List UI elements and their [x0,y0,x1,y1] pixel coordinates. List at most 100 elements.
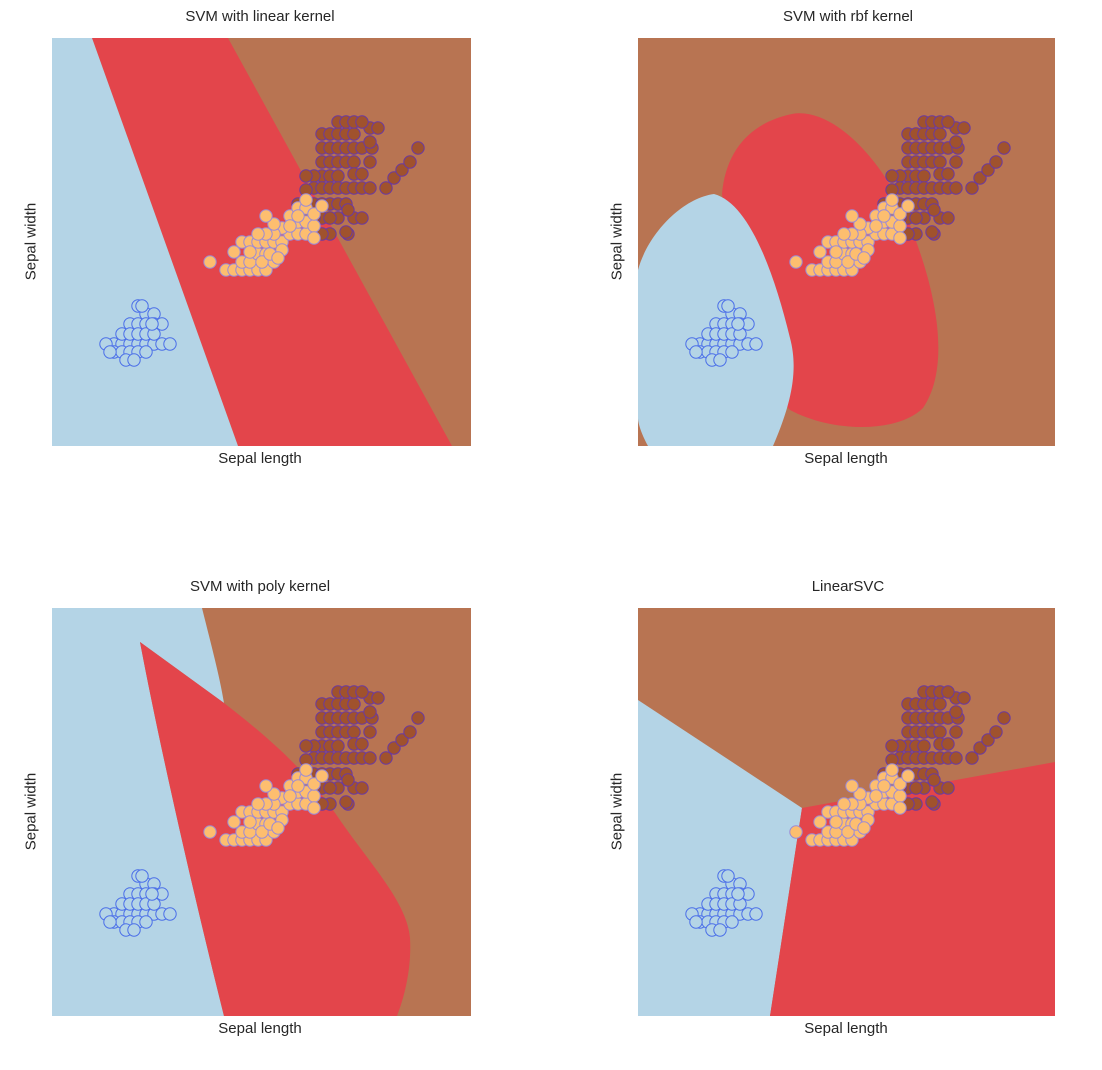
scatter-point-class1 [227,815,241,829]
scatter-point-class2 [331,169,345,183]
scatter-point-class0 [713,353,727,367]
scatter-point-class0 [163,337,177,351]
scatter-point-class1 [869,789,883,803]
scatter-point-class1 [251,227,265,241]
scatter-point-class2 [973,741,987,755]
scatter-point-class2 [925,225,939,239]
scatter-point-class2 [927,203,941,217]
scatter-point-class1 [255,255,269,269]
x-axis-label: Sepal length [218,450,302,467]
scatter-point-class1 [259,209,273,223]
scatter-point-class1 [841,825,855,839]
scatter-point-class2 [323,781,337,795]
scatter-point-class1 [857,251,871,265]
scatter-point-class1 [893,801,907,815]
scatter-point-class2 [347,127,361,141]
scatter-point-class2 [403,155,417,169]
scatter-point-class1 [829,815,843,829]
scatter-point-class0 [145,887,159,901]
chart-title: LinearSVC [811,578,885,595]
scatter-point-class1 [789,255,803,269]
scatter-point-class2 [341,203,355,217]
scatter-point-class1 [259,779,273,793]
chart-panel-rbf: SVM with rbf kernel Sepal length Sepal w… [586,0,1102,500]
scatter-point-class1 [291,209,305,223]
scatter-point-class2 [371,691,385,705]
scatter-point-class2 [981,163,995,177]
scatter-point-class2 [965,181,979,195]
scatter-point-class1 [893,231,907,245]
scatter-point-class1 [315,769,329,783]
scatter-point-class0 [725,345,739,359]
scatter-point-class2 [395,733,409,747]
scatter-point-class1 [307,207,321,221]
scatter-point-class1 [307,231,321,245]
scatter-point-class2 [941,115,955,129]
scatter-point-class2 [363,155,377,169]
scatter-points [685,685,1011,937]
scatter-point-class0 [127,353,141,367]
scatter-point-class2 [989,725,1003,739]
scatter-point-class2 [927,773,941,787]
scatter-point-class2 [885,169,899,183]
scatter-point-class2 [965,751,979,765]
scatter-point-class2 [885,739,899,753]
scatter-point-class0 [731,887,745,901]
scatter-point-class0 [127,923,141,937]
scatter-point-class1 [857,821,871,835]
scatter-point-class0 [689,345,703,359]
scatter-point-class0 [103,345,117,359]
scatter-point-class1 [869,219,883,233]
scatter-point-class2 [387,741,401,755]
scatter-point-class1 [893,219,907,233]
scatter-point-class1 [837,227,851,241]
scatter-point-class2 [395,163,409,177]
scatter-point-class2 [933,155,947,169]
chart-title: SVM with linear kernel [185,8,335,25]
scatter-point-class1 [893,777,907,791]
scatter-point-class1 [829,245,843,259]
scatter-point-class1 [853,787,867,801]
scatter-point-class2 [957,691,971,705]
region-class0 [52,38,238,446]
scatter-point-class2 [363,751,377,765]
scatter-point-class2 [355,167,369,181]
scatter-points [99,685,425,937]
scatter-point-class2 [411,141,425,155]
scatter-point-class1 [877,779,891,793]
scatter-point-class1 [283,219,297,233]
scatter-point-class1 [299,193,313,207]
scatter-point-class1 [299,763,313,777]
scatter-point-class1 [845,779,859,793]
scatter-point-class2 [347,725,361,739]
scatter-point-class2 [379,181,393,195]
chart-panel-linearsvc: LinearSVC Sepal length Sepal width [586,570,1102,1070]
scatter-point-class2 [941,167,955,181]
scatter-points [685,115,1011,367]
scatter-point-class1 [845,209,859,223]
scatter-point-class2 [379,751,393,765]
scatter-point-class2 [941,737,955,751]
scatter-point-class2 [917,169,931,183]
scatter-point-class2 [347,155,361,169]
scatter-point-class2 [339,225,353,239]
scatter-point-class2 [339,795,353,809]
scatter-point-class2 [355,781,369,795]
x-axis-label: Sepal length [218,1020,302,1037]
scatter-point-class1 [901,199,915,213]
scatter-points [99,115,425,367]
scatter-point-class2 [363,725,377,739]
region-class0 [52,608,224,1016]
scatter-point-class1 [203,825,217,839]
scatter-point-class0 [135,869,149,883]
scatter-point-class0 [145,317,159,331]
scatter-point-class2 [355,211,369,225]
chart-panel-linear: SVM with linear kernel Sepal length Sepa… [0,0,520,500]
scatter-point-class1 [271,251,285,265]
scatter-point-class2 [363,135,377,149]
scatter-point-class2 [341,773,355,787]
plot-area [52,38,471,446]
scatter-point-class2 [331,739,345,753]
scatter-point-class1 [227,245,241,259]
scatter-point-class2 [949,725,963,739]
